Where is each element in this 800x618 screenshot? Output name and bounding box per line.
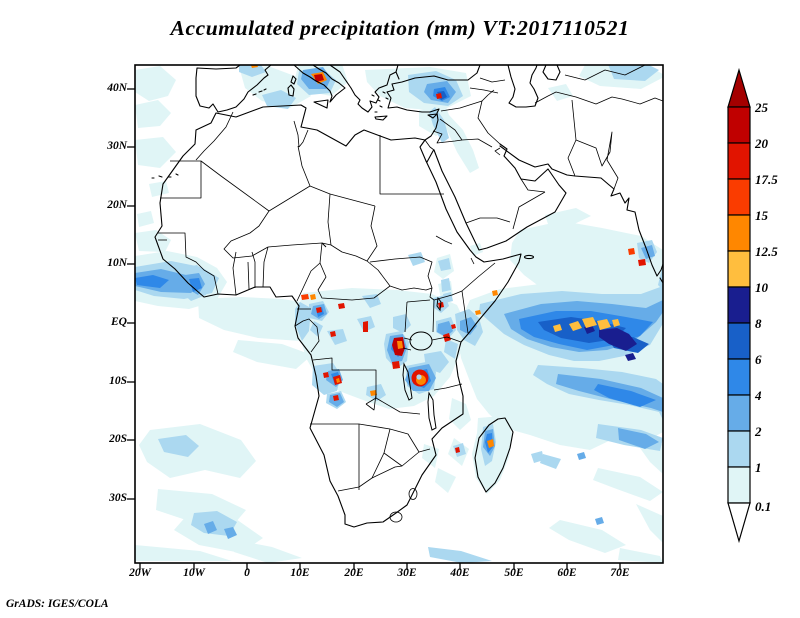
lat-label-10n: 10N: [107, 257, 127, 269]
cbar-label-12-5: 12.5: [755, 244, 778, 259]
cbar-label-20: 20: [755, 136, 768, 151]
lat-label-40n: 40N: [107, 82, 127, 94]
precipitation-shading-layer: [135, 65, 663, 563]
cbar-label-10: 10: [755, 280, 768, 295]
lon-label-50e: 50E: [504, 567, 524, 579]
lon-label-20e: 20E: [344, 567, 364, 579]
lon-label-10e: 10E: [290, 567, 310, 579]
colorbar: [727, 67, 751, 544]
cbar-label-1: 1: [755, 460, 762, 475]
cbar-label-2: 2: [755, 424, 762, 439]
cbar-label-4: 4: [755, 388, 762, 403]
cbar-label-8: 8: [755, 316, 762, 331]
lon-label-70e: 70E: [610, 567, 630, 579]
country-borders: [158, 65, 663, 523]
lon-label-40e: 40E: [450, 567, 470, 579]
cbar-label-25: 25: [755, 100, 768, 115]
lat-label-10s: 10S: [109, 375, 127, 387]
cbar-label-0-1: 0.1: [755, 499, 772, 514]
lon-label-0: 0: [244, 567, 250, 579]
map-frame: [127, 64, 664, 570]
lon-label-20w: 20W: [129, 567, 151, 579]
lat-label-20n: 20N: [107, 199, 127, 211]
cbar-label-15: 15: [755, 208, 768, 223]
lon-label-10w: 10W: [183, 567, 205, 579]
lon-label-30e: 30E: [397, 567, 417, 579]
lakes: [321, 242, 442, 431]
lat-label-eq: EQ: [111, 316, 127, 328]
lat-label-30s: 30S: [109, 492, 127, 504]
plot-title: Accumulated precipitation (mm) VT:201711…: [170, 16, 630, 40]
cbar-label-6: 6: [755, 352, 762, 367]
convective-cells: [250, 65, 646, 453]
cbar-label-17-5: 17.5: [755, 172, 778, 187]
coastlines: [151, 65, 663, 528]
lat-label-20s: 20S: [109, 433, 127, 445]
lon-label-60e: 60E: [557, 567, 577, 579]
grads-credit: GrADS: IGES/COLA: [6, 598, 109, 610]
lat-label-30n: 30N: [107, 140, 127, 152]
